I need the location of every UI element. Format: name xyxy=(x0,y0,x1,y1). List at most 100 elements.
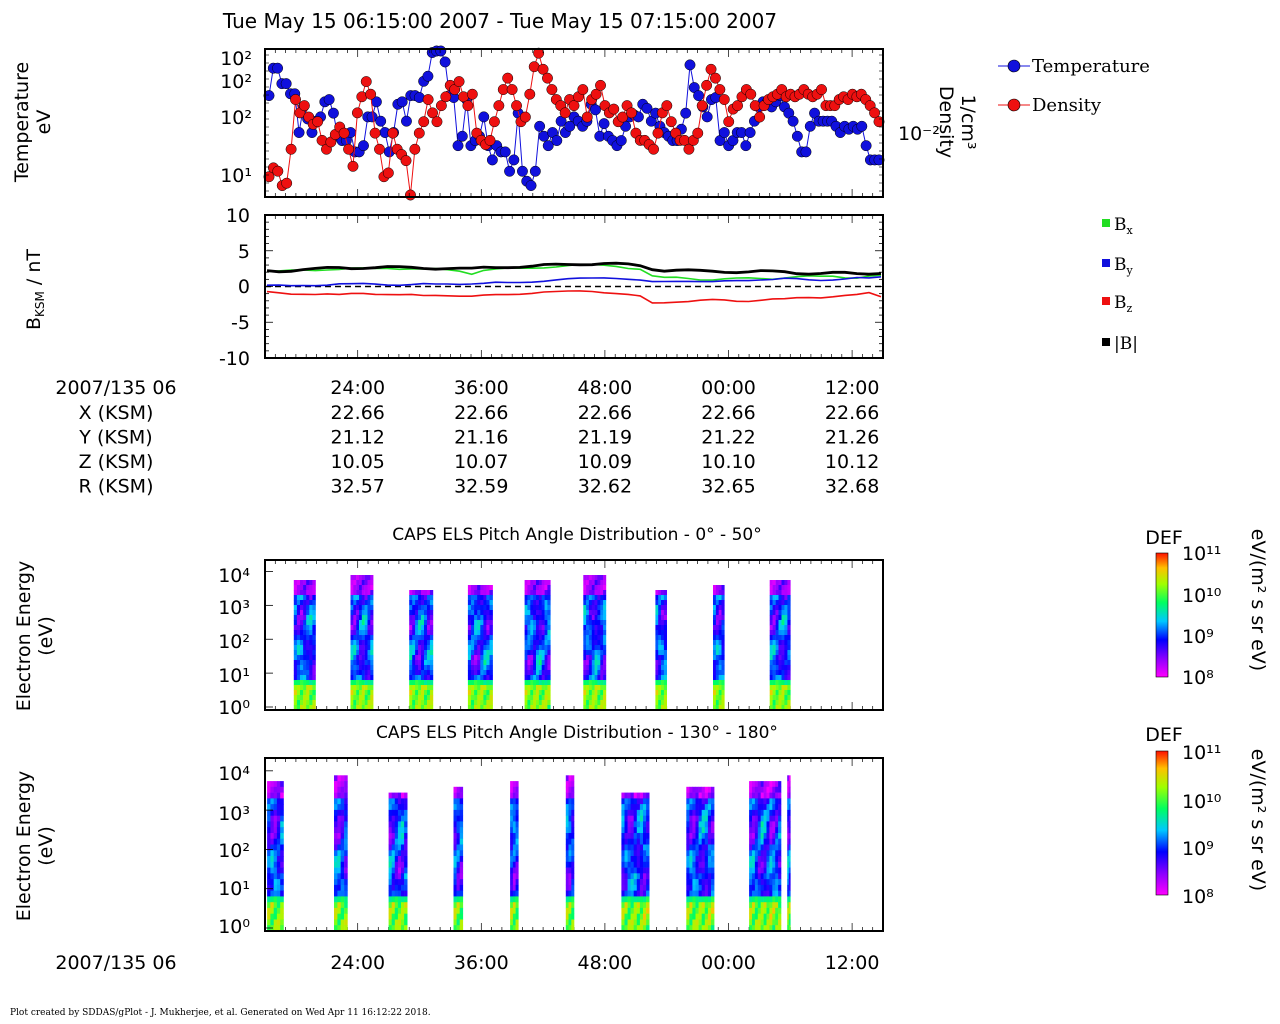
spectrogram-cell xyxy=(775,605,779,611)
spectrogram-cell xyxy=(600,700,604,706)
temp-ytick-4: 10¹ xyxy=(220,165,252,187)
spectrogram-cell xyxy=(409,675,413,681)
spectrogram-cell xyxy=(309,580,313,586)
spectrogram-cell xyxy=(367,675,371,681)
spectrogram-cell xyxy=(361,640,365,646)
spectrogram-cell xyxy=(646,919,650,926)
spectrogram-cell xyxy=(415,590,419,596)
spectrogram-cell xyxy=(309,610,313,616)
spectrogram-cell xyxy=(633,925,638,932)
spectrogram-cell xyxy=(760,867,764,874)
spectrogram-cell xyxy=(772,884,776,891)
spectrogram-cell xyxy=(718,700,722,706)
spectrogram-cell xyxy=(340,879,345,886)
spectrogram-cell xyxy=(515,873,519,880)
spectrogram-cell xyxy=(568,873,572,880)
density-point-74 xyxy=(590,88,602,100)
spectrogram-cell xyxy=(415,605,419,611)
spectrogram-cell xyxy=(597,685,601,691)
spectrogram-cell xyxy=(477,605,481,611)
spectrogram-cell xyxy=(715,675,719,681)
spectrogram-cell xyxy=(480,685,484,691)
spectrogram-cell xyxy=(775,781,779,788)
spectrogram-cell xyxy=(568,884,572,891)
spectrogram-cell xyxy=(367,610,371,616)
spectrogram-cell xyxy=(424,605,428,611)
spectrogram-cell xyxy=(788,925,791,932)
spectrogram-cell xyxy=(359,690,363,696)
spectrogram-cell xyxy=(401,844,405,851)
spectrogram-cell xyxy=(370,680,374,686)
ephemeris-row-label: Y (KSM) xyxy=(78,427,152,449)
caps-els-130-180-ylabel: Electron Energy xyxy=(13,771,35,922)
spectrogram-cell xyxy=(544,645,548,651)
spectrogram-cell xyxy=(309,625,313,631)
spectrogram-cell xyxy=(340,867,345,874)
spectrogram-cell xyxy=(270,879,274,886)
spectrogram-cell xyxy=(636,792,641,799)
spectrogram-cell xyxy=(344,775,348,782)
spectrogram-cell xyxy=(757,856,761,863)
spectrogram-cell xyxy=(404,792,408,799)
spectrogram-cell xyxy=(760,815,764,822)
density-point-33 xyxy=(409,143,421,155)
spectrogram-cell xyxy=(361,690,365,696)
density-point-28 xyxy=(387,127,399,139)
spectrogram-cell xyxy=(388,838,392,845)
spectrogram-cell xyxy=(624,792,628,799)
spectrogram-cell xyxy=(544,690,548,696)
spectrogram-cell xyxy=(749,833,753,840)
spectrogram-cell xyxy=(361,705,365,711)
spectrogram-cell xyxy=(658,660,662,666)
spectrogram-cell xyxy=(483,625,487,631)
spectrogram-cell xyxy=(477,675,481,681)
spectrogram-cell xyxy=(715,650,719,656)
spectrogram-cell xyxy=(300,700,304,706)
footer-credit: Plot created by SDDAS/gPlot - J. Mukherj… xyxy=(10,1008,431,1018)
spectrogram-cell xyxy=(763,867,767,874)
spectrogram-cell xyxy=(427,600,431,606)
spectrogram-cell xyxy=(661,660,665,666)
temperature-point-41 xyxy=(439,56,451,68)
spectrogram-cell xyxy=(359,625,363,631)
spectrogram-cell xyxy=(480,635,484,641)
spectrogram-cell xyxy=(344,867,348,874)
spectrogram-cell xyxy=(624,804,628,811)
spectrogram-cell xyxy=(415,695,419,701)
spectrogram-cell xyxy=(778,665,782,671)
spectrogram-cell xyxy=(787,585,791,591)
spectrogram-cell xyxy=(655,610,659,616)
spectrogram-cell xyxy=(353,660,357,666)
spectrogram-cell xyxy=(350,640,354,646)
spectrogram-cell xyxy=(583,700,587,706)
spectrogram-cell xyxy=(749,890,753,897)
spectrogram-cell xyxy=(427,680,431,686)
spectrogram-cell xyxy=(293,685,298,691)
spectrogram-cell xyxy=(624,856,628,863)
spectrogram-cell xyxy=(401,867,405,874)
spectrogram-cell xyxy=(707,867,712,874)
spectrogram-cell xyxy=(409,595,413,601)
spectrogram-cell xyxy=(280,879,284,886)
spectrogram-cell xyxy=(766,798,770,805)
spectrogram-cell xyxy=(401,884,405,891)
spectrogram-cell xyxy=(486,605,490,611)
spectrogram-cell xyxy=(512,913,516,920)
spectrogram-cell xyxy=(692,804,696,811)
spectrogram-cell xyxy=(541,660,545,666)
spectrogram-cell xyxy=(630,867,634,874)
density-point-78 xyxy=(608,103,620,115)
spectrogram-cell xyxy=(788,867,791,874)
spectrogram-cell xyxy=(707,833,712,840)
spectrogram-cell xyxy=(370,665,374,671)
spectrogram-cell xyxy=(565,809,569,816)
spectrogram-cell xyxy=(309,630,313,636)
spectrogram-cell xyxy=(489,680,493,686)
spectrogram-cell xyxy=(530,675,534,681)
spectrogram-cell xyxy=(643,902,647,909)
spectrogram-cell xyxy=(757,781,761,788)
spectrogram-cell xyxy=(483,610,487,616)
spectrogram-cell xyxy=(769,610,773,616)
spectrogram-cell xyxy=(721,635,725,641)
spectrogram-cell xyxy=(663,630,667,636)
